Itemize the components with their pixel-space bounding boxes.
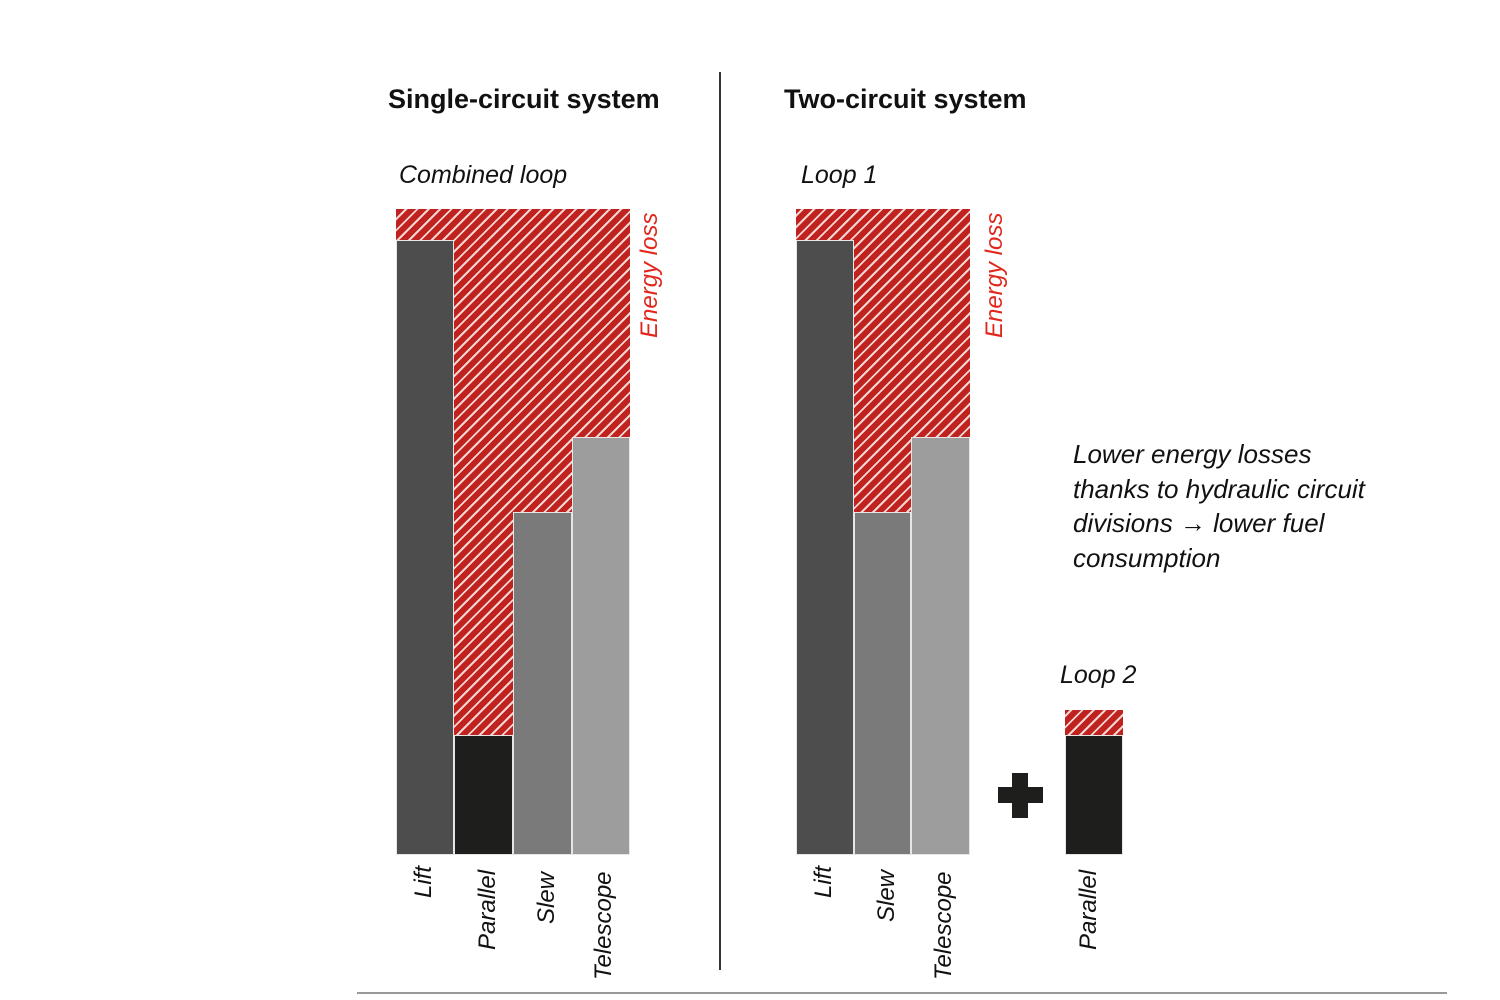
bottom-rule — [357, 992, 1447, 994]
energy-loss-label-right: Energy loss — [981, 212, 1008, 338]
bar-parallel-loop2 — [1065, 735, 1123, 855]
note-line: thanks to hydraulic circuit — [1073, 473, 1365, 504]
note-line: divisions → lower fuel — [1073, 508, 1325, 538]
bar-parallel — [454, 735, 513, 855]
energy-loss-label-left: Energy loss — [636, 212, 663, 338]
label-telescope: Telescope — [590, 871, 617, 980]
bar-telescope — [572, 437, 630, 855]
bar-lift — [396, 240, 454, 855]
bar-slew — [854, 512, 911, 855]
energy-loss-area-loop2 — [1065, 710, 1123, 736]
plus-icon — [998, 773, 1043, 818]
combined-loop-label: Combined loop — [399, 161, 568, 189]
label-lift: Lift — [410, 865, 437, 898]
note-line: consumption — [1073, 542, 1221, 573]
bar-slew — [513, 512, 572, 855]
label-lift: Lift — [810, 865, 837, 898]
label-parallel: Parallel — [1075, 869, 1102, 950]
label-parallel: Parallel — [474, 869, 501, 950]
bar-telescope — [911, 437, 970, 855]
bar-lift — [796, 240, 854, 855]
benefit-note: Lower energy losses thanks to hydraulic … — [1073, 437, 1433, 575]
label-slew: Slew — [533, 871, 560, 924]
two-circuit-title: Two-circuit system — [784, 84, 1027, 114]
label-slew: Slew — [873, 869, 900, 922]
loop1-label: Loop 1 — [801, 161, 878, 189]
note-line: Lower energy losses — [1073, 439, 1312, 469]
panel-divider — [719, 72, 721, 970]
single-circuit-title: Single-circuit system — [388, 84, 660, 114]
label-telescope: Telescope — [930, 871, 957, 980]
loop2-label: Loop 2 — [1060, 661, 1137, 689]
